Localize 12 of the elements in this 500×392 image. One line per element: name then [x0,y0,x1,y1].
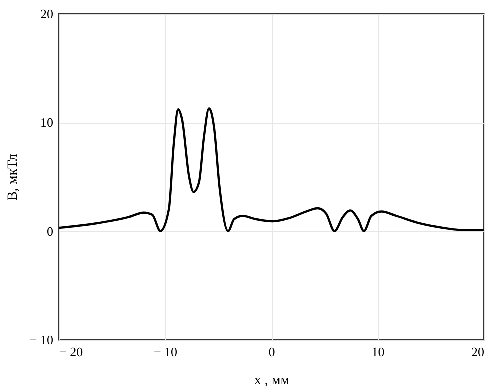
x-tick-label: 10 [372,344,385,360]
x-tick-label: 20 [472,344,484,360]
x-axis-title: x , мм [254,374,290,388]
line-series [58,107,486,232]
y-tick-label: 0 [47,224,54,239]
x-tick-label: − 20 [60,344,84,360]
x-tick-label: − 10 [154,344,178,360]
y-tick-label: − 10 [30,332,54,348]
x-tick-label: 0 [268,344,276,360]
y-axis-title: B, мкТл [6,154,21,201]
y-tick-label: 20 [40,6,54,22]
y-tick-label: 10 [40,115,54,130]
